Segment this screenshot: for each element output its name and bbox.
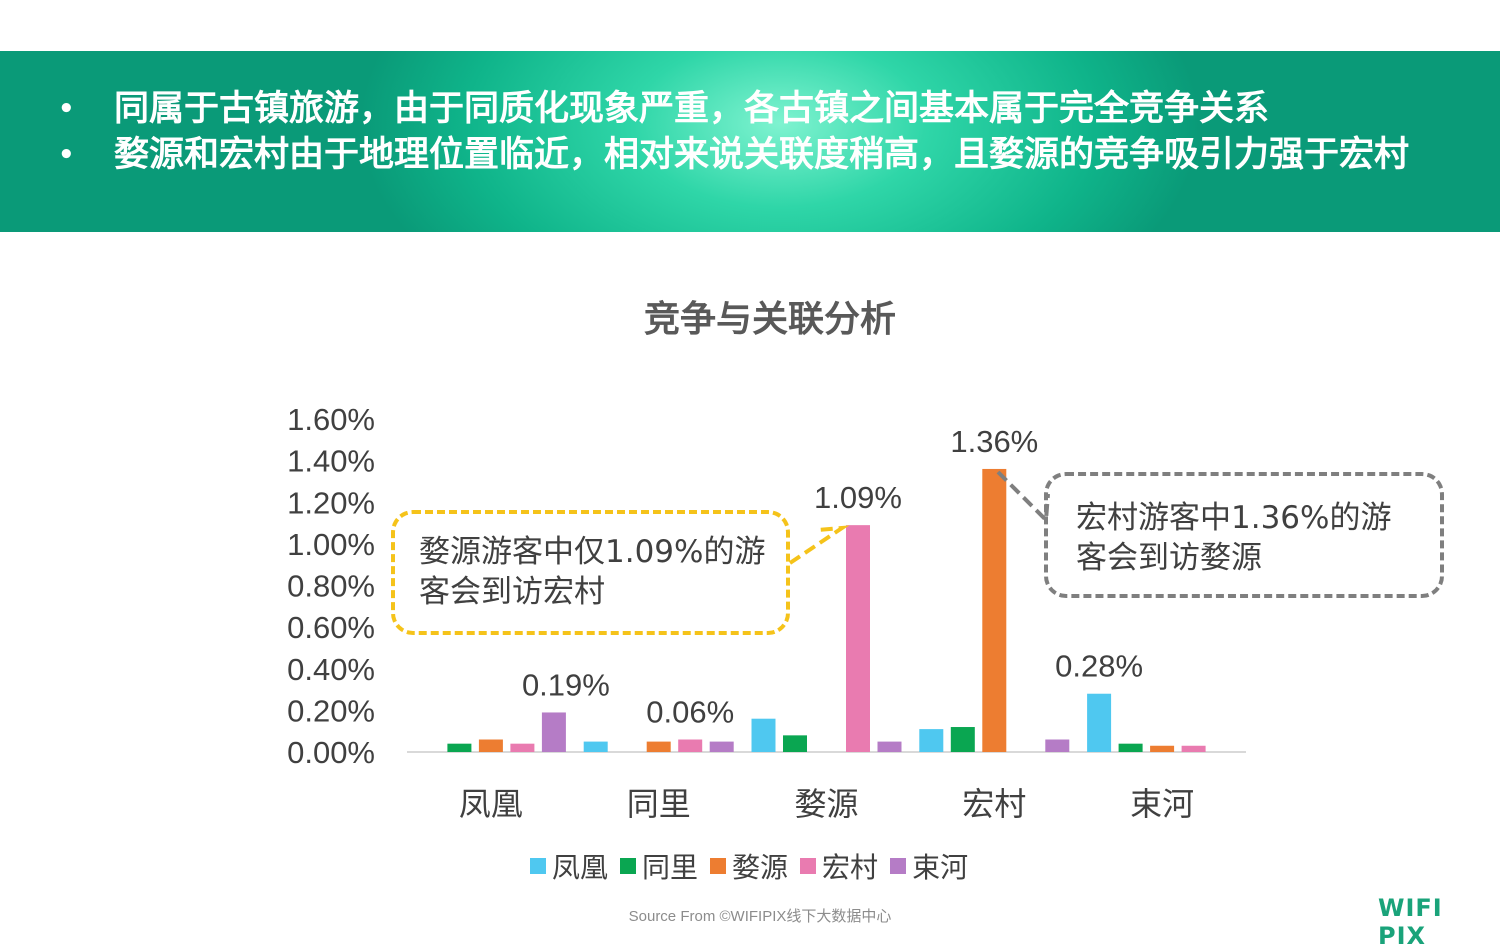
legend-item: 婺源 — [710, 846, 788, 886]
data-label: 0.28% — [1055, 649, 1143, 684]
bar — [709, 741, 734, 752]
legend-item: 同里 — [620, 846, 698, 886]
bar — [646, 741, 671, 752]
legend-swatch — [620, 858, 637, 874]
bar — [678, 739, 703, 752]
bar — [919, 729, 944, 752]
legend-swatch — [800, 858, 817, 874]
callout-pointer-yellow — [788, 525, 850, 565]
bar — [950, 727, 975, 752]
x-tick-label: 凤凰 — [459, 785, 523, 823]
bullet-item: • 同属于古镇旅游，由于同质化现象严重，各古镇之间基本属于完全竞争关系 — [58, 86, 1418, 132]
x-tick-label: 婺源 — [794, 785, 858, 823]
data-label: 0.06% — [646, 695, 734, 730]
legend-swatch — [710, 858, 727, 874]
legend-label: 束河 — [912, 851, 969, 884]
chart-legend: 凤凰 同里 婺源 宏村 束河 — [530, 846, 980, 886]
y-tick-label: 0.80% — [287, 569, 375, 604]
bar — [1118, 743, 1143, 752]
y-tick-label: 0.60% — [287, 610, 375, 645]
legend-label: 婺源 — [732, 851, 789, 884]
y-tick-label: 0.40% — [287, 652, 375, 687]
chart-title: 竞争与关联分析 — [643, 299, 896, 340]
bar — [583, 741, 608, 752]
data-label: 1.09% — [814, 480, 902, 515]
bar — [510, 743, 535, 752]
y-tick-label: 1.40% — [287, 444, 375, 479]
legend-swatch — [890, 858, 907, 874]
callout-wuyuan: 婺源游客中仅1.09%的游客会到访宏村 — [391, 510, 790, 635]
data-label: 1.36% — [950, 424, 1038, 459]
bullet-text: 婺源和宏村由于地理位置临近，相对来说关联度稍高，且婺源的竞争吸引力强于宏村 — [114, 135, 1410, 175]
bar — [982, 468, 1007, 752]
legend-label: 凤凰 — [552, 851, 609, 884]
legend-label: 同里 — [642, 851, 699, 884]
bullet-text: 同属于古镇旅游，由于同质化现象严重，各古镇之间基本属于完全竞争关系 — [114, 89, 1270, 129]
y-tick-label: 0.20% — [287, 693, 375, 728]
y-tick-label: 1.20% — [287, 485, 375, 520]
x-tick-label: 宏村 — [962, 785, 1026, 823]
bar — [783, 735, 807, 752]
bar — [1150, 745, 1175, 752]
bar — [541, 712, 566, 752]
legend-item: 束河 — [890, 846, 968, 886]
bar — [478, 739, 503, 752]
bar — [751, 718, 776, 752]
bullet-icon: • — [58, 94, 75, 124]
wifipix-logo: WIFI PIX — [1378, 894, 1443, 950]
bar — [1087, 693, 1112, 752]
bullet-list: • 同属于古镇旅游，由于同质化现象严重，各古镇之间基本属于完全竞争关系 • 婺源… — [58, 86, 1418, 178]
header-banner — [0, 51, 1500, 232]
legend-swatch — [530, 858, 546, 874]
y-tick-label: 0.00% — [287, 735, 375, 770]
y-tick-label: 1.60% — [287, 402, 375, 437]
legend-label: 宏村 — [822, 851, 879, 884]
legend-item: 宏村 — [800, 846, 878, 886]
bar — [877, 741, 902, 752]
bullet-icon: • — [58, 140, 75, 170]
source-note: Source From ©WIFIPIX线下大数据中心 — [628, 908, 892, 925]
x-tick-label: 同里 — [627, 785, 691, 823]
y-tick-label: 1.00% — [287, 527, 375, 562]
bar — [1045, 739, 1070, 752]
x-tick-label: 束河 — [1130, 785, 1194, 823]
data-label: 0.19% — [522, 667, 610, 702]
bar — [447, 743, 472, 752]
bar — [846, 525, 870, 752]
callout-hongcun: 宏村游客中1.36%的游客会到访婺源 — [1044, 472, 1444, 598]
bar — [1181, 745, 1206, 752]
bullet-item: • 婺源和宏村由于地理位置临近，相对来说关联度稍高，且婺源的竞争吸引力强于宏村 — [58, 132, 1418, 178]
callout-pointer-gray — [996, 470, 1050, 525]
legend-item: 凤凰 — [530, 846, 608, 886]
